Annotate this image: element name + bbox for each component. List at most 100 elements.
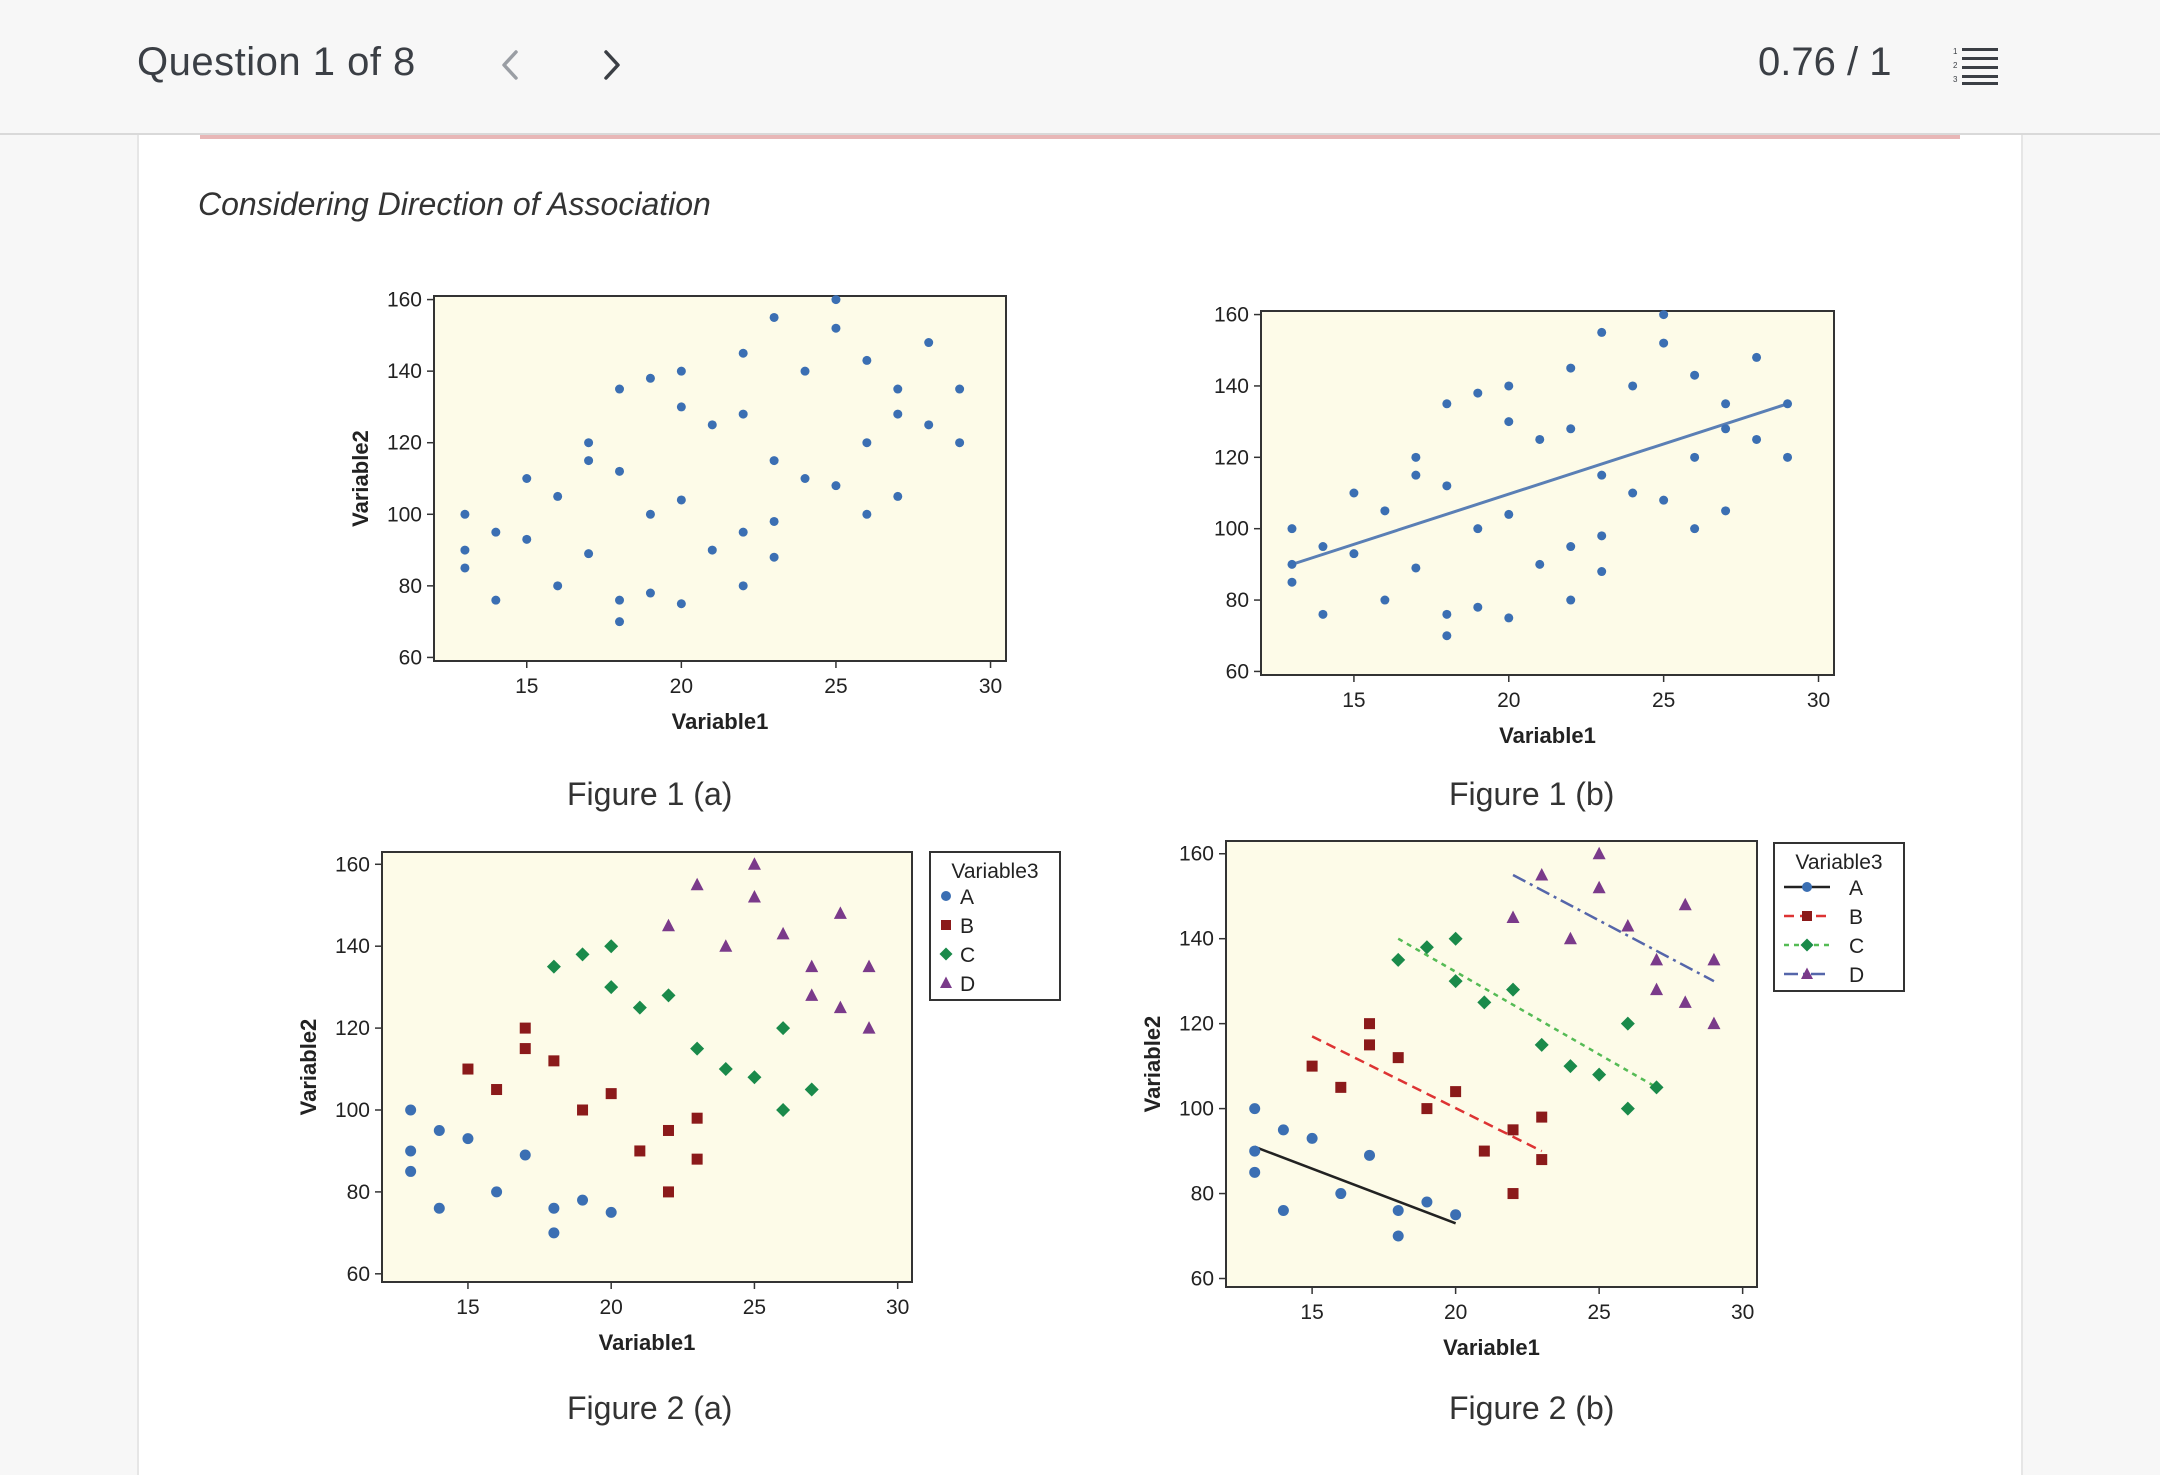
legend-label: A (960, 886, 974, 909)
data-point-c (776, 1021, 791, 1036)
figure-2b-caption: Figure 2 (b) (1449, 1390, 1615, 1426)
data-point-a (1249, 1103, 1261, 1115)
data-point (1287, 524, 1297, 534)
data-point (645, 373, 655, 383)
x-axis-label: Variable1 (599, 1330, 696, 1355)
data-point (1380, 506, 1390, 516)
y-tick-label: 120 (1179, 1013, 1214, 1036)
data-point-c (604, 939, 619, 954)
y-tick-label: 120 (1214, 446, 1249, 469)
data-point-d (1707, 1016, 1721, 1030)
y-tick-label: 100 (335, 1099, 370, 1122)
data-point-d (833, 906, 847, 919)
data-point (924, 420, 934, 430)
data-point (1504, 417, 1514, 427)
data-point (1597, 470, 1607, 480)
y-tick-label: 80 (399, 575, 422, 598)
chart-4: 60 80 100 120 140 160 15 20 25 30 Variable1 Variabl… (1140, 840, 1905, 1360)
data-point-c (747, 1070, 762, 1085)
data-point-b (1364, 1039, 1376, 1051)
top-bar: Question 1 of 8 0.76 / 1 1 2 3 (0, 0, 2160, 135)
data-point-d (833, 1000, 847, 1014)
legend-marker-d (1801, 967, 1813, 979)
data-point-d (1678, 995, 1692, 1008)
x-tick-label: 25 (743, 1296, 766, 1319)
data-point (1442, 609, 1452, 619)
x-axis-label: Variable1 (1499, 723, 1596, 748)
data-point (1597, 327, 1607, 337)
data-point-c (1448, 931, 1463, 946)
x-tick-label: 15 (515, 675, 538, 698)
data-point (1411, 470, 1421, 480)
previous-question-button[interactable] (490, 42, 530, 88)
data-point (1535, 559, 1545, 569)
x-tick-label: 30 (886, 1296, 909, 1319)
data-point-c (632, 1000, 647, 1015)
data-point-c (1620, 1016, 1635, 1031)
data-point-a (433, 1202, 445, 1214)
data-point-c (776, 1103, 791, 1117)
legend-marker-c (939, 947, 953, 961)
data-point-a (1277, 1205, 1289, 1217)
y-tick-label: 160 (387, 289, 422, 312)
data-point-a (577, 1194, 589, 1206)
data-point (800, 474, 810, 483)
x-tick-label: 20 (1497, 689, 1520, 712)
data-point (800, 366, 810, 376)
data-point-b (491, 1084, 503, 1096)
x-axis-label: Variable1 (672, 709, 769, 734)
data-point (955, 384, 965, 394)
data-point (553, 491, 563, 501)
legend-marker-b (1802, 911, 1812, 921)
data-point-b (519, 1022, 531, 1034)
data-point (553, 581, 563, 591)
data-point-d (1535, 867, 1549, 881)
y-axis-label: Variable2 (348, 430, 373, 527)
data-point-b (1450, 1086, 1462, 1098)
data-point (676, 495, 686, 505)
x-tick-label: 25 (1587, 1301, 1610, 1324)
data-point (1597, 531, 1607, 541)
y-tick-label: 100 (1179, 1098, 1214, 1121)
trend-line-d (1512, 873, 1715, 983)
regression-line (1291, 402, 1789, 566)
data-point-a (548, 1227, 560, 1239)
chart-3: 60 80 100 120 140 160 15 20 25 30 Variable1 Variabl… (296, 851, 1061, 1355)
y-tick-label: 60 (1226, 660, 1249, 683)
data-point-d (661, 918, 675, 932)
data-point (738, 348, 748, 358)
data-point-c (661, 988, 676, 1003)
legend-marker-a (1802, 882, 1812, 892)
question-list-button[interactable]: 1 2 3 (1952, 45, 2000, 85)
data-point (769, 456, 779, 466)
plot-area (381, 851, 913, 1283)
data-point (615, 384, 625, 394)
data-point-d (747, 890, 761, 903)
data-point-b (1306, 1060, 1318, 1072)
x-tick-label: 20 (600, 1296, 623, 1319)
data-point-a (1392, 1205, 1404, 1217)
data-point-c (1448, 974, 1463, 989)
data-point (460, 509, 470, 519)
data-point (522, 474, 532, 483)
trend-line-b (1311, 1035, 1543, 1153)
data-point (1287, 559, 1297, 569)
data-point-d (1678, 897, 1692, 911)
data-point (615, 617, 625, 627)
data-point-c (546, 959, 561, 974)
data-point-a (1450, 1209, 1462, 1221)
data-point (676, 366, 686, 376)
data-point (1504, 613, 1514, 623)
data-point (769, 312, 779, 322)
next-question-button[interactable] (592, 42, 632, 88)
y-tick-label: 120 (387, 432, 422, 455)
data-point-d (776, 926, 790, 940)
data-point-a (1306, 1132, 1318, 1144)
y-tick-label: 140 (1179, 928, 1214, 951)
data-point-b (1478, 1145, 1490, 1157)
figure-2a-caption: Figure 2 (a) (567, 1390, 733, 1426)
data-point-a (491, 1186, 503, 1198)
legend-label: A (1849, 877, 1863, 900)
legend-label: C (960, 944, 975, 967)
data-point-b (1536, 1111, 1548, 1123)
